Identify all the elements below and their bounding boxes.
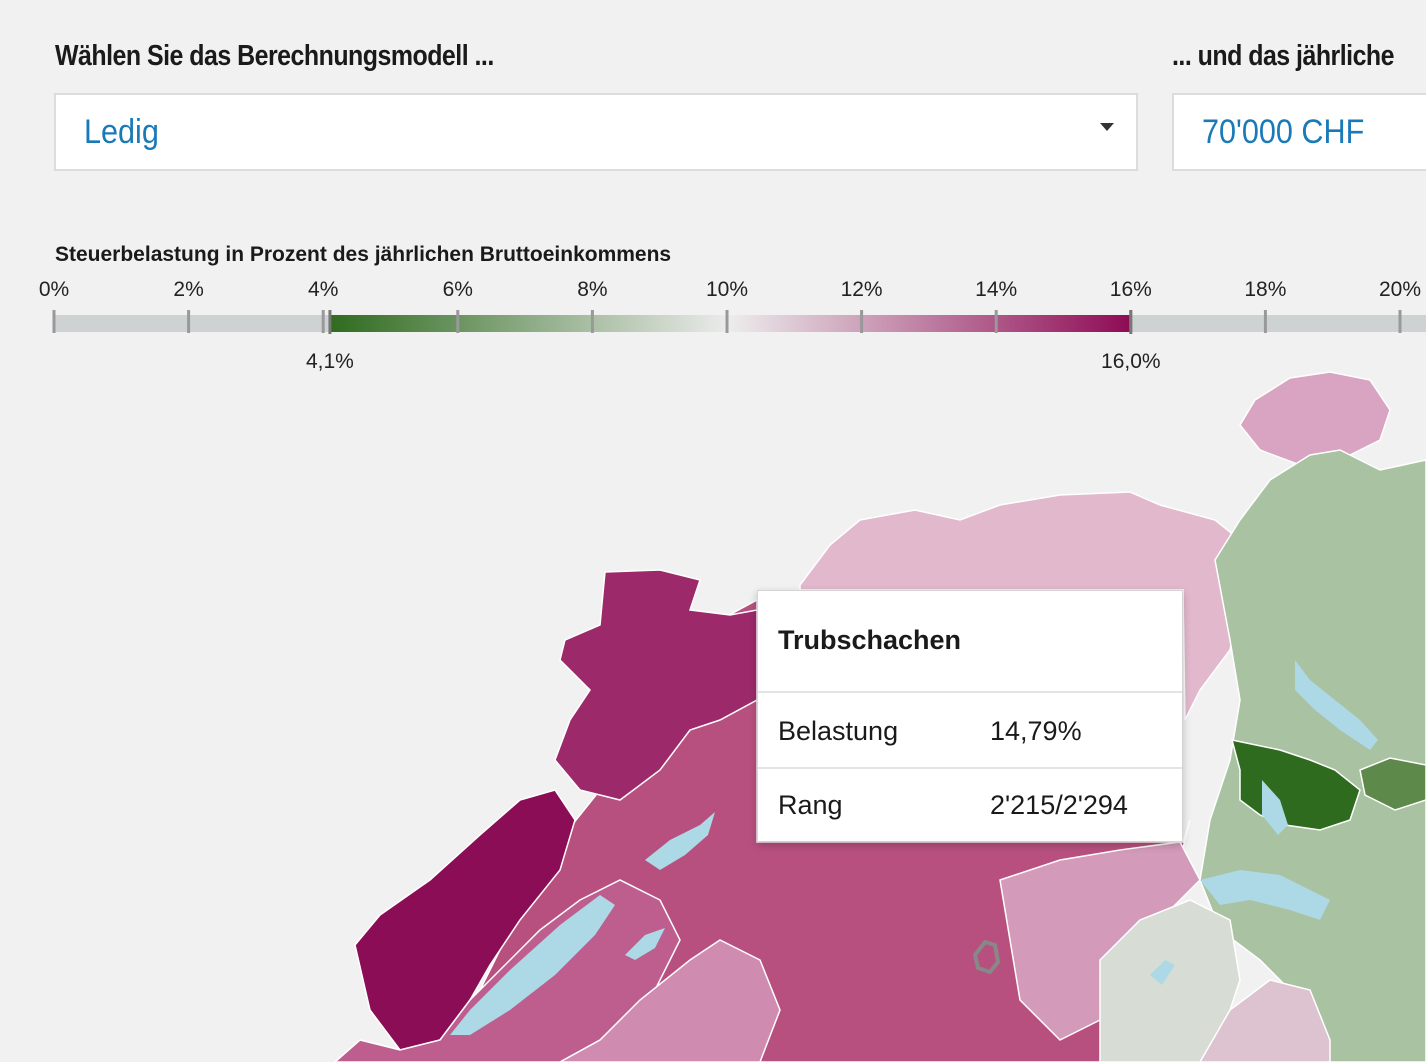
- selected-municipality-outline[interactable]: [972, 939, 1001, 975]
- chevron-down-icon: [1100, 123, 1114, 131]
- tooltip-value-burden: 14,79%: [990, 716, 1082, 746]
- legend-title: Steuerbelastung in Prozent des jährliche…: [55, 243, 672, 266]
- legend-tick-label: 0%: [39, 278, 69, 301]
- legend-tick-label: 20%: [1379, 278, 1421, 301]
- legend-tick-label: 10%: [706, 278, 748, 301]
- model-select-label: Wählen Sie das Berechnungsmodell ...: [55, 40, 494, 72]
- income-select[interactable]: 70'000 CHF: [1172, 93, 1426, 171]
- income-select-value: 70'000 CHF: [1202, 113, 1365, 151]
- region-north-light[interactable]: [799, 491, 1241, 721]
- legend-tick-label: 16%: [1110, 278, 1152, 301]
- lake-biel: [645, 812, 715, 870]
- legend-tick-label: 2%: [173, 278, 203, 301]
- lake-zurich: [1295, 660, 1378, 750]
- legend-scale: 0% 2% 4% 6% 8% 10% 12% 14% 16% 18% 20% 4,1% 16,0%: [39, 278, 1426, 373]
- legend-min-marker-label: 4,1%: [306, 350, 354, 373]
- lake-zug: [1262, 780, 1288, 835]
- model-select[interactable]: Ledig: [54, 93, 1138, 171]
- income-select-label: ... und das jährliche: [1172, 40, 1395, 72]
- tooltip-value-rank: 2'215/2'294: [990, 790, 1128, 820]
- tooltip-label-burden: Belastung: [778, 716, 899, 746]
- region-fribourg[interactable]: [559, 939, 781, 1062]
- region-basel[interactable]: [1239, 371, 1391, 466]
- legend-max-marker-label: 16,0%: [1101, 350, 1161, 373]
- legend-tick-label: 18%: [1244, 278, 1286, 301]
- legend-tick-label: 4%: [308, 278, 338, 301]
- lake-neuchatel: [450, 895, 615, 1035]
- tooltip-label-rank: Rang: [778, 790, 843, 820]
- legend-tick-label: 12%: [841, 278, 883, 301]
- tooltip-divider: [758, 767, 1182, 769]
- region-southeast[interactable]: [1199, 979, 1331, 1062]
- tooltip-divider: [758, 691, 1182, 693]
- region-jura[interactable]: [554, 569, 758, 801]
- legend-range-bar: [329, 315, 1131, 332]
- legend-tick-label: 6%: [443, 278, 473, 301]
- model-select-value: Ledig: [84, 113, 159, 151]
- lake-luzern: [1200, 870, 1330, 920]
- municipality-tooltip: Trubschachen Belastung 14,79% Rang 2'215…: [757, 590, 1183, 842]
- legend-tick-label: 8%: [577, 278, 607, 301]
- tooltip-title: Trubschachen: [778, 625, 962, 655]
- legend-tick-label: 14%: [975, 278, 1017, 301]
- lake-sarnen: [1150, 960, 1175, 985]
- lake-murten: [625, 928, 665, 960]
- region-schwyz[interactable]: [1359, 757, 1426, 811]
- region-east-light[interactable]: [1099, 899, 1241, 1062]
